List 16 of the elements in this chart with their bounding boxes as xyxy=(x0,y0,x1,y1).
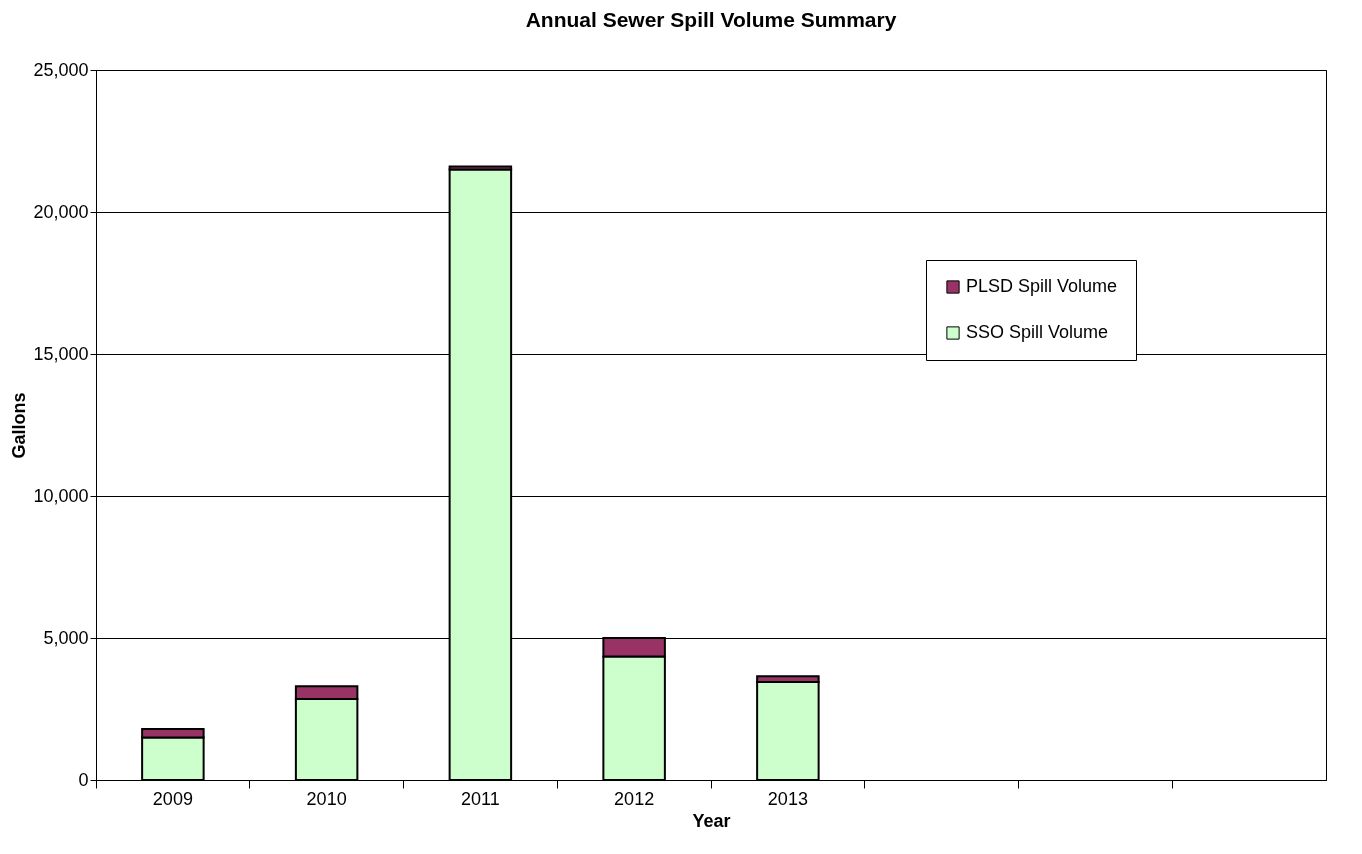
x-tick-label: 2009 xyxy=(152,788,193,809)
x-tick-label: 2010 xyxy=(306,788,347,809)
y-tick-label: 0 xyxy=(78,769,89,790)
x-tick-label: 2012 xyxy=(614,788,655,809)
y-tick-label: 15,000 xyxy=(33,343,89,364)
y-tick-label: 10,000 xyxy=(33,485,89,506)
chart-title: Annual Sewer Spill Volume Summary xyxy=(525,8,897,31)
legend-label: SSO Spill Volume xyxy=(966,322,1109,342)
x-tick-label: 2011 xyxy=(461,788,500,809)
y-tick-label: 25,000 xyxy=(33,59,89,80)
legend-label: PLSD Spill Volume xyxy=(966,276,1118,296)
x-axis-title: Year xyxy=(692,810,731,831)
x-tick-label: 2013 xyxy=(767,788,808,809)
y-tick-label: 5,000 xyxy=(43,627,89,648)
y-tick-label: 20,000 xyxy=(33,201,89,222)
y-axis-title: Gallons xyxy=(9,392,30,459)
